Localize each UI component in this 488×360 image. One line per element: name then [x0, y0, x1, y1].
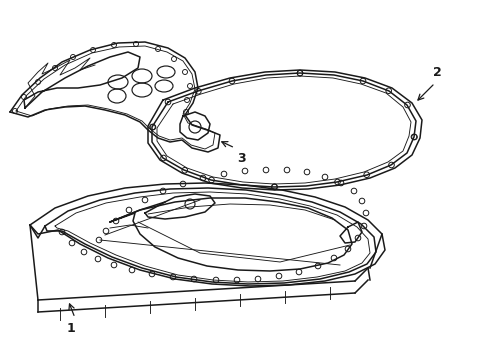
Text: 2: 2 [432, 66, 441, 79]
Text: 1: 1 [66, 322, 75, 335]
Text: 3: 3 [236, 152, 245, 165]
